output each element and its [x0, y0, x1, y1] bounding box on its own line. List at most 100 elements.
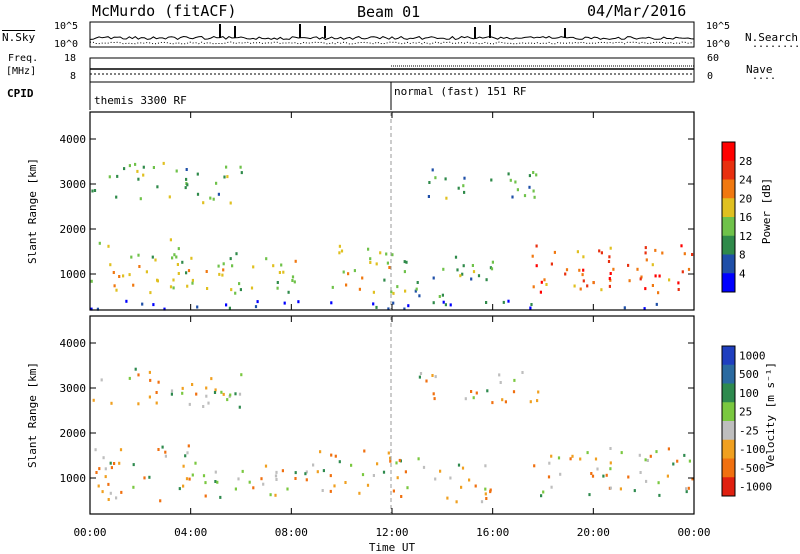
echo-cell	[272, 264, 275, 268]
echo-cell	[463, 176, 466, 180]
echo-cell	[176, 263, 179, 266]
echo-cell	[657, 291, 660, 295]
echo-cell	[281, 469, 284, 473]
echo-cell	[321, 489, 324, 492]
echo-cell	[484, 492, 487, 496]
echo-cell	[316, 470, 319, 474]
echo-cell	[640, 275, 643, 279]
echo-cell	[507, 172, 510, 176]
echo-cell	[205, 386, 208, 390]
echo-cell	[172, 278, 175, 282]
echo-cell	[190, 256, 193, 260]
echo-cell	[130, 255, 133, 259]
echo-cell	[668, 278, 671, 282]
echo-cell	[407, 304, 410, 308]
echo-cell	[433, 397, 436, 401]
echo-cell	[651, 284, 654, 287]
echo-cell	[474, 484, 477, 488]
echo-cell	[677, 288, 680, 291]
echo-cell	[187, 444, 190, 448]
echo-cell	[155, 391, 158, 394]
echo-cell	[609, 467, 612, 471]
colorbar-tick-label: 100	[739, 387, 759, 400]
echo-cell	[222, 392, 225, 396]
echo-cell	[154, 258, 157, 262]
echo-cell	[434, 176, 437, 180]
echo-cell	[513, 378, 516, 382]
echo-cell	[164, 450, 167, 454]
echo-cell	[565, 268, 569, 272]
echo-cell	[646, 459, 649, 462]
x-tick-label: 12:00	[375, 526, 408, 539]
echo-cell	[218, 272, 221, 276]
echo-cell	[260, 477, 263, 481]
echo-cell	[680, 244, 683, 248]
echo-cell	[100, 378, 103, 382]
echo-cell	[221, 273, 224, 277]
y-tick-label: 1000	[60, 472, 87, 485]
echo-cell	[658, 274, 661, 278]
echo-cell	[644, 287, 647, 291]
echo-cell	[187, 269, 191, 273]
echo-cell	[94, 448, 97, 452]
echo-cell	[152, 166, 155, 169]
echo-cell	[219, 495, 222, 499]
echo-cell	[110, 401, 113, 405]
echo-cell	[91, 189, 94, 193]
nave-right-tick-top: 60	[707, 53, 720, 64]
echo-cell	[491, 260, 494, 264]
echo-cell	[361, 276, 364, 280]
echo-cell	[582, 268, 585, 272]
echo-cell	[210, 377, 213, 381]
echo-cell	[369, 261, 372, 264]
echo-cell	[148, 395, 151, 399]
echo-cell	[529, 400, 532, 404]
echo-cell	[636, 267, 639, 271]
echo-cell	[204, 481, 207, 485]
echo-cell	[287, 290, 290, 294]
echo-cell	[149, 291, 152, 295]
colorbar-segment	[722, 458, 735, 478]
echo-cell	[535, 244, 538, 248]
echo-cell	[97, 484, 100, 488]
echo-cell	[213, 391, 217, 394]
echo-cell	[186, 451, 189, 455]
echo-cell	[252, 486, 255, 490]
colorbar-segment	[722, 198, 735, 218]
nave-label: Nave	[746, 63, 773, 76]
echo-cell	[367, 247, 370, 251]
freq-label: Freq.	[8, 53, 39, 64]
echo-cell	[385, 252, 388, 256]
echo-cell	[157, 380, 160, 384]
echo-cell	[152, 303, 155, 307]
echo-cell	[639, 471, 642, 474]
echo-cell	[644, 251, 647, 255]
echo-cell	[528, 174, 531, 178]
echo-cell	[90, 307, 93, 311]
echo-cell	[537, 390, 540, 394]
echo-cell	[667, 447, 670, 451]
echo-cell	[291, 275, 295, 279]
echo-cell	[256, 300, 259, 304]
echo-cell	[609, 447, 612, 450]
echo-cell	[115, 496, 118, 500]
echo-cell	[382, 470, 386, 474]
echo-cell	[375, 305, 378, 309]
date-label: 04/Mar/2016	[587, 2, 687, 20]
echo-cell	[387, 307, 390, 311]
echo-cell	[181, 386, 184, 390]
echo-cell	[655, 302, 658, 306]
echo-cell	[149, 378, 152, 382]
colorbar-tick-label: -1000	[739, 481, 772, 494]
echo-cell	[96, 307, 99, 311]
echo-cell	[369, 257, 372, 261]
nave-right-tick-bottom: 0	[707, 71, 714, 82]
echo-cell	[293, 280, 296, 284]
echo-cell	[157, 448, 160, 451]
echo-cell	[460, 485, 463, 489]
colorbar-tick-label: -25	[739, 424, 759, 437]
echo-cell	[471, 264, 474, 267]
echo-cell	[156, 279, 159, 283]
echo-cell	[530, 303, 533, 306]
